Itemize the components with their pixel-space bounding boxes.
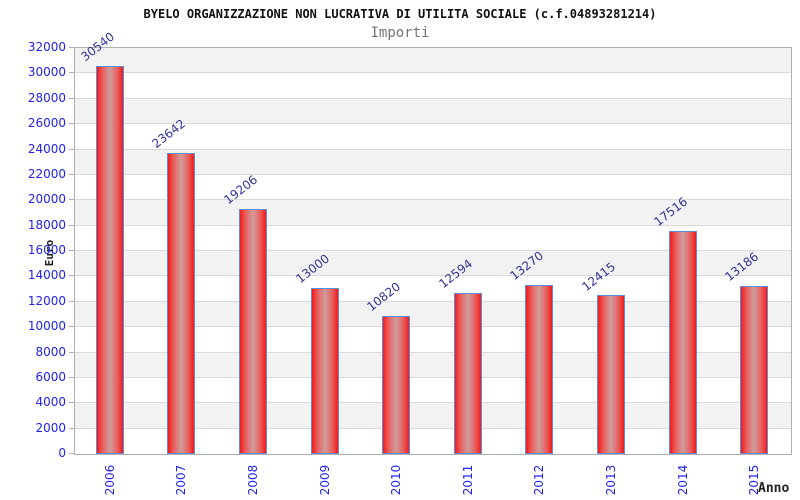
y-axis-tick <box>69 224 74 226</box>
y-axis-tick <box>69 376 74 378</box>
chart-title: BYELO ORGANIZZAZIONE NON LUCRATIVA DI UT… <box>143 7 657 21</box>
y-axis-tick <box>69 250 74 251</box>
y-axis-label: 16000 <box>27 243 66 257</box>
x-axis-label-2009: 2009 <box>317 464 332 496</box>
bar-2012 <box>525 284 554 454</box>
plot-band <box>75 124 791 150</box>
plot-band <box>75 98 791 125</box>
y-axis-label: 26000 <box>27 116 66 131</box>
x-axis-label-2014: 2014 <box>675 464 690 496</box>
y-axis-tick <box>69 97 74 99</box>
y-axis-label: 4000 <box>35 395 66 410</box>
y-axis-tick <box>69 351 74 353</box>
y-axis-tick <box>69 427 74 429</box>
gridline <box>75 351 791 353</box>
x-axis-label-2007: 2007 <box>174 464 189 496</box>
x-axis-label-2010: 2010 <box>389 464 404 496</box>
x-axis-label-2015: 2015 <box>747 464 762 496</box>
y-axis-label: 6000 <box>35 369 66 384</box>
y-axis-tick <box>69 300 74 302</box>
y-axis-label: 32000 <box>27 40 66 54</box>
bar-2014 <box>668 230 697 454</box>
y-axis-tick <box>69 275 74 277</box>
gridline <box>75 173 791 175</box>
bar-2010 <box>382 315 411 454</box>
y-axis-tick <box>69 326 74 328</box>
y-axis-tick <box>69 453 74 454</box>
bar-2006 <box>95 65 124 454</box>
y-axis-label: 2000 <box>35 420 66 435</box>
x-axis-label-2011: 2011 <box>460 464 475 496</box>
bar-2009 <box>310 288 339 454</box>
y-axis-label: 14000 <box>27 268 66 283</box>
bar-2013 <box>597 295 625 454</box>
gridline <box>75 402 791 404</box>
y-axis-tick <box>69 402 74 404</box>
y-axis-label: 24000 <box>27 141 66 156</box>
y-axis-tick <box>69 47 74 48</box>
y-axis-label: 28000 <box>27 90 66 105</box>
y-axis-label: 0 <box>58 446 66 460</box>
y-axis-tick <box>69 123 74 125</box>
gridline <box>75 376 791 378</box>
y-axis-label: 12000 <box>27 293 66 308</box>
y-axis-label: 30000 <box>27 65 66 80</box>
y-axis-label: 20000 <box>27 192 66 207</box>
gridline <box>75 300 791 302</box>
y-axis-tick <box>69 199 74 201</box>
x-axis-label-2013: 2013 <box>604 464 618 496</box>
y-axis-label: 22000 <box>27 166 66 181</box>
y-axis-label: 18000 <box>27 217 66 232</box>
bar-2011 <box>453 293 482 454</box>
bar-2007 <box>167 153 196 454</box>
y-axis-tick <box>69 173 74 175</box>
gridline <box>75 148 791 150</box>
gridline <box>75 427 791 429</box>
gridline <box>75 224 791 226</box>
x-axis-label-2006: 2006 <box>102 464 117 496</box>
y-axis-tick <box>69 148 74 150</box>
bar-2008 <box>239 209 267 454</box>
x-axis-title: Anno <box>758 481 790 496</box>
gridline <box>75 97 791 99</box>
gridline <box>75 326 791 328</box>
gridline <box>75 199 791 201</box>
bar-2015 <box>740 285 769 454</box>
gridline <box>75 250 791 251</box>
gridline <box>75 275 791 277</box>
gridline <box>75 123 791 125</box>
y-axis-label: 8000 <box>35 344 66 359</box>
plot-band <box>75 48 791 74</box>
x-axis-label-2012: 2012 <box>532 464 547 496</box>
y-axis-label: 10000 <box>27 319 66 334</box>
gridline <box>75 72 791 74</box>
y-axis-tick <box>69 72 74 74</box>
x-axis-label-2008: 2008 <box>246 464 260 496</box>
chart-subtitle: Importi <box>370 25 430 41</box>
plot-band <box>75 73 791 99</box>
